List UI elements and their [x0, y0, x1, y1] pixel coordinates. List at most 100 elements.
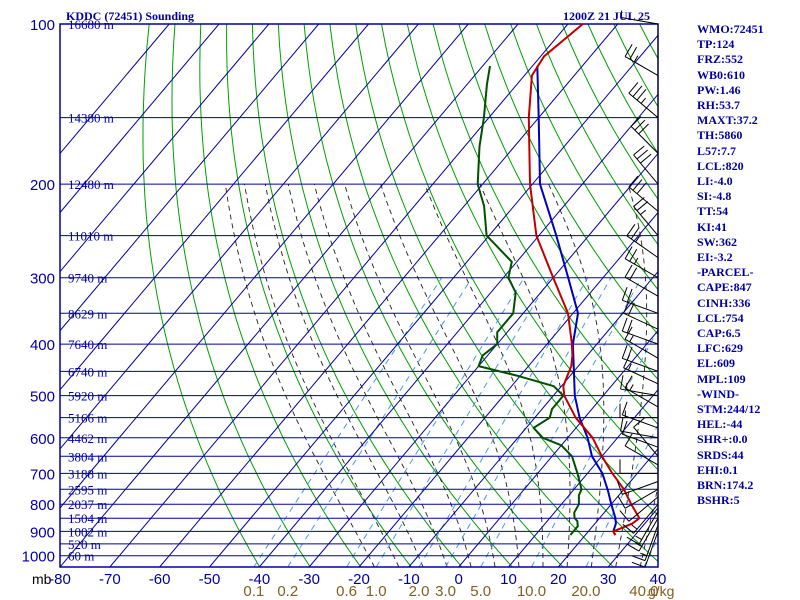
dry-adiabat-line	[432, 24, 658, 426]
mixing-ratio-tick-label: 0.2	[277, 583, 298, 600]
wind-barb-flag	[630, 227, 640, 240]
wind-barb-flag	[620, 417, 624, 432]
wind-barb-flag	[624, 433, 633, 447]
wind-barb-flag	[640, 153, 652, 164]
height-label: 3188 m	[68, 466, 107, 481]
wind-barb-flag	[626, 224, 636, 237]
height-label: 14380 m	[68, 111, 114, 126]
wind-barb	[623, 300, 659, 330]
wind-barb-flag	[626, 543, 640, 552]
pressure-tick-label: 500	[30, 389, 55, 406]
wind-barb-staff	[622, 433, 659, 448]
height-label: 2037 m	[68, 497, 107, 512]
isotherm-line	[60, 24, 519, 567]
index-item: WB0:610	[697, 67, 745, 82]
pressure-tick-label: 800	[30, 497, 55, 514]
height-label: 8629 m	[68, 306, 107, 321]
wind-barb-flag	[636, 149, 649, 160]
wind-barb-flag	[632, 85, 643, 97]
wind-barb-flag	[633, 197, 645, 207]
wind-barb-staff	[623, 367, 659, 385]
temperature-tick-label: 40	[650, 571, 667, 588]
height-label: 5166 m	[68, 411, 107, 426]
mixing-ratio-tick-label: 40.0	[629, 583, 658, 600]
pressure-tick-label: 100	[30, 17, 55, 34]
index-item: CAP:6.5	[697, 326, 741, 341]
height-label: 60 m	[68, 549, 94, 564]
wind-barb-flag	[633, 55, 639, 63]
index-item: HEL:-44	[697, 417, 743, 432]
temperature-tick-label: -70	[99, 571, 121, 588]
wind-barb-flag	[629, 335, 634, 343]
isotherm-line	[60, 24, 270, 273]
wind-barb	[619, 459, 658, 474]
wind-barb-flag	[627, 363, 632, 371]
height-label: 520 m	[68, 537, 101, 552]
index-item: LI:-4.0	[697, 174, 733, 189]
mixing-ratio-tick-label: 20.0	[571, 583, 600, 600]
index-item: STM:244/12	[697, 402, 761, 417]
isotherms	[60, 24, 658, 567]
index-item: MPL:109	[697, 371, 746, 386]
isotherm-line	[159, 24, 619, 567]
moist-adiabat-line	[287, 184, 448, 567]
index-item: SRDS:44	[697, 447, 744, 462]
wind-barb-flag	[617, 495, 626, 509]
pressure-tick-label: 700	[30, 466, 55, 483]
wind-barb-staff	[638, 511, 659, 545]
isotherm-line	[358, 211, 658, 567]
wind-barb-flag	[629, 46, 638, 60]
wind-barb-flag	[633, 417, 645, 428]
wind-barb-flag	[629, 248, 638, 262]
moist-adiabats	[224, 183, 658, 567]
mixing-ratio-line	[480, 277, 642, 567]
index-item: BSHR:5	[697, 493, 740, 508]
dry-adiabat-line	[510, 24, 658, 291]
dry-adiabat-line	[484, 24, 658, 336]
index-item: RH:53.7	[697, 98, 740, 113]
pressure-tick-label: 1000	[22, 549, 55, 566]
wind-barb-flag	[638, 123, 649, 135]
temperature-tick-label: 20	[550, 571, 567, 588]
sounding-time: 1200Z 21 JUL 25	[563, 9, 651, 23]
pressure-unit-label: mb	[32, 571, 52, 587]
wind-barb-flag	[621, 317, 628, 332]
wind-barb-flag	[626, 536, 640, 545]
wind-barb	[620, 10, 659, 25]
isotherm-line	[557, 448, 658, 567]
wind-barb-flag	[629, 384, 634, 391]
wind-barb	[631, 531, 659, 568]
wind-barb-flag	[633, 145, 645, 156]
temperature-tick-label: -80	[49, 571, 71, 588]
wind-barb-staff	[633, 426, 659, 457]
mixing-ratio-line	[253, 277, 443, 567]
wind-barb	[628, 175, 659, 212]
wind-barb	[617, 481, 659, 495]
wind-barb-staff	[624, 338, 659, 359]
wind-barb-flag	[621, 286, 628, 301]
height-label: 3804 m	[68, 449, 107, 464]
wind-barb	[624, 326, 659, 359]
isotherm-line	[60, 24, 469, 509]
wind-barb	[624, 433, 659, 466]
mixing-ratio-unit: g/kg	[648, 583, 674, 599]
height-label: 6740 m	[68, 364, 107, 379]
temperature-tick-label: -30	[298, 571, 320, 588]
pressure-tick-label: 200	[30, 177, 55, 194]
pressure-tick-label: 400	[30, 337, 55, 354]
temperature-tick-label: -40	[248, 571, 270, 588]
stability-indices-panel: WMO:72451 TP:124 FRZ:552 WB0:610 PW:1.46 RH:5…	[697, 22, 764, 509]
wind-barb-flag	[631, 561, 646, 568]
index-item: EI:-3.2	[697, 250, 733, 265]
index-item: SHR+:0.0	[697, 432, 748, 447]
moist-adiabat-line	[224, 184, 375, 567]
mixing-ratio-line	[375, 277, 551, 567]
height-label: 2595 m	[68, 482, 107, 497]
index-item: EHI:0.1	[697, 462, 739, 477]
index-item: PW:1.46	[697, 82, 741, 97]
index-item: LCL:754	[697, 310, 744, 325]
wind-barb-staff	[622, 357, 659, 372]
height-label: 12480 m	[68, 177, 114, 192]
wind-barb-staff	[633, 503, 659, 534]
